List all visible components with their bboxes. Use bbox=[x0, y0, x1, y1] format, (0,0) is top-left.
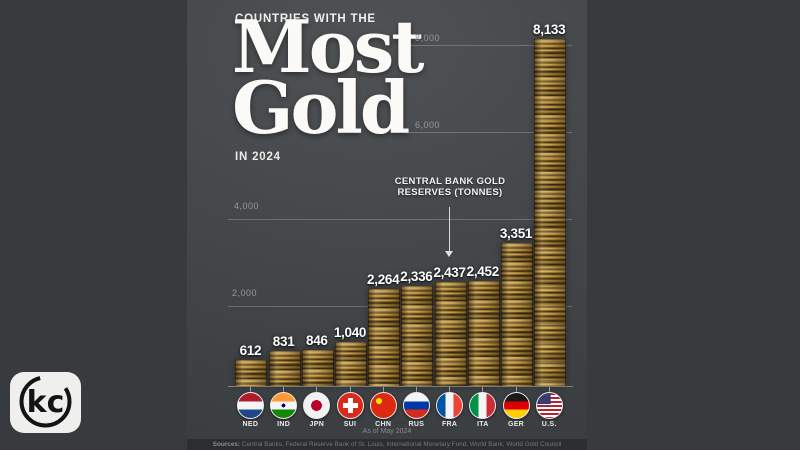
svg-text:kc: kc bbox=[27, 385, 65, 420]
value-label-RUS: 2,336 bbox=[400, 269, 433, 284]
footer-sources-strip: Sources: Central Banks, Federal Reserve … bbox=[187, 439, 587, 450]
value-label-JPN: 846 bbox=[305, 333, 328, 348]
coin-stack-bar-NED bbox=[235, 360, 268, 386]
flag-icon-FRA bbox=[436, 392, 464, 419]
gridline-label-2000: 2,000 bbox=[232, 288, 258, 298]
gridline-label-8000: 8,000 bbox=[415, 33, 441, 43]
axis-tick bbox=[283, 387, 285, 392]
title-line-gold: Gold bbox=[232, 65, 410, 150]
axis-tick bbox=[515, 387, 517, 392]
title-kicker: COUNTRIES WITH THE bbox=[235, 13, 376, 25]
kc-logo-icon: kc bbox=[10, 372, 81, 433]
axis-tick bbox=[316, 387, 318, 392]
axis-tick bbox=[415, 387, 417, 392]
flag-icon-NED bbox=[236, 392, 264, 419]
title-line-most: Most bbox=[232, 4, 425, 89]
flag-icon-SUI bbox=[336, 392, 364, 419]
gridline-6000 bbox=[408, 132, 572, 133]
annotation-arrow-line bbox=[449, 207, 450, 251]
value-label-IND: 831 bbox=[272, 334, 295, 349]
flag-label-SUI: SUI bbox=[343, 421, 357, 428]
coin-stack-bar-SUI bbox=[335, 342, 367, 386]
x-axis-baseline bbox=[228, 386, 573, 387]
gridline-8000 bbox=[408, 45, 572, 46]
flag-icon-IND bbox=[270, 392, 298, 419]
axis-tick bbox=[249, 387, 251, 392]
gridline-label-6000: 6,000 bbox=[415, 120, 441, 130]
coin-stack-bar-JPN bbox=[301, 350, 334, 386]
coin-stack-bar-CHN bbox=[368, 289, 401, 386]
gridline-label-4000: 4,000 bbox=[234, 201, 260, 211]
flag-label-JPN: JPN bbox=[309, 421, 325, 428]
value-label-SUI: 1,040 bbox=[333, 325, 367, 340]
annotation-line1: CENTRAL BANK GOLD bbox=[394, 176, 506, 187]
infographic-poster: COUNTRIES WITH THE Most Gold IN 2024 8,0… bbox=[187, 0, 587, 450]
annotation-line2: RESERVES (TONNES) bbox=[397, 187, 503, 198]
flag-label-IND: IND bbox=[277, 421, 291, 428]
annotation-reserves: CENTRAL BANK GOLD RESERVES (TONNES) bbox=[370, 176, 530, 198]
coin-stack-bar-FRA bbox=[434, 282, 467, 386]
footer-asof: As of May 2024 bbox=[362, 428, 412, 435]
page-title: Most Gold bbox=[232, 4, 425, 150]
sources-list: Central Banks, Federal Reserve Bank of S… bbox=[240, 441, 562, 448]
value-label-NED: 612 bbox=[239, 343, 262, 358]
coin-stack-bar-GER bbox=[501, 243, 533, 386]
flag-icon-JPN bbox=[303, 392, 331, 419]
flag-label-GER: GER bbox=[507, 421, 525, 428]
flag-label-CHN: CHN bbox=[375, 421, 392, 428]
axis-tick bbox=[449, 387, 451, 392]
flag-label-NED: NED bbox=[242, 421, 259, 428]
sources-label: Sources: bbox=[212, 441, 241, 448]
flag-label-U.S.: U.S. bbox=[541, 421, 557, 428]
value-label-FRA: 2,437 bbox=[433, 265, 466, 280]
value-label-ITA: 2,452 bbox=[466, 264, 500, 279]
value-label-CHN: 2,264 bbox=[367, 272, 400, 287]
axis-tick bbox=[349, 387, 351, 392]
coin-stack-bar-ITA bbox=[467, 281, 500, 386]
flag-icon-GER bbox=[502, 392, 530, 419]
footer-sources-text: Sources: Central Banks, Federal Reserve … bbox=[187, 439, 587, 450]
axis-tick bbox=[482, 387, 484, 392]
watermark-logo: kc bbox=[10, 372, 81, 433]
coin-stack-bar-IND bbox=[268, 351, 301, 386]
coin-stack-bar-U.S. bbox=[534, 39, 567, 386]
flag-icon-CHN bbox=[369, 392, 397, 419]
annotation-arrow-icon bbox=[445, 251, 453, 257]
flag-icon-ITA bbox=[469, 392, 497, 419]
flag-icon-RUS bbox=[402, 392, 430, 419]
flag-label-ITA: ITA bbox=[476, 421, 489, 428]
axis-tick bbox=[548, 387, 550, 392]
value-label-GER: 3,351 bbox=[499, 226, 533, 241]
axis-tick bbox=[382, 387, 384, 392]
flag-label-RUS: RUS bbox=[408, 421, 425, 428]
gridline-4000 bbox=[228, 219, 572, 220]
coin-stack-bar-RUS bbox=[401, 286, 434, 386]
flag-icon-U.S. bbox=[535, 392, 563, 419]
value-label-U.S.: 8,133 bbox=[533, 22, 566, 37]
title-year: IN 2024 bbox=[235, 151, 281, 163]
flag-label-FRA: FRA bbox=[441, 421, 458, 428]
